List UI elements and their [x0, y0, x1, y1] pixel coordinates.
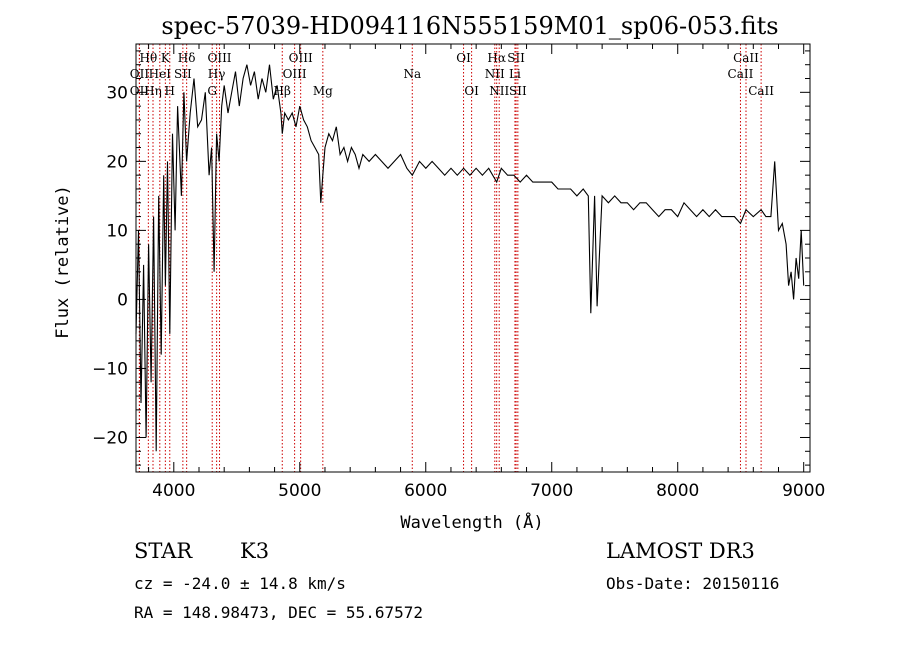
line-marker-label: NII: [489, 84, 509, 98]
line-marker-label: H: [165, 84, 175, 98]
axis-ticks: 4000 5000 6000 7000 8000 9000 −20 −10 0 10 20 30: [92, 44, 825, 501]
line-marker-label: CaII: [748, 84, 774, 98]
line-marker-label: CaII: [728, 67, 754, 81]
x-axis-label: Wavelength (Å): [400, 511, 543, 533]
coordinates: RA = 148.98473, DEC = 55.67572: [134, 603, 423, 622]
object-class: STAR: [134, 539, 193, 563]
chart-title: spec-57039-HD094116N555159M01_sp06-053.f…: [161, 12, 778, 40]
line-marker-label: Hβ: [274, 84, 291, 98]
y-tick-label: 10: [106, 221, 128, 241]
line-marker-label: Li: [509, 67, 521, 81]
x-tick-label: 8000: [656, 481, 699, 501]
line-marker-label: Hδ: [178, 51, 196, 65]
line-marker-label: SII: [174, 67, 192, 81]
line-marker-label: OI: [464, 84, 479, 98]
line-marker-label: Na: [403, 67, 421, 81]
y-tick-label: 30: [106, 83, 128, 103]
line-marker-label: OII: [130, 67, 150, 81]
plot-frame: [135, 43, 811, 473]
y-tick-label: 20: [106, 152, 128, 172]
spectrum-line: [135, 64, 805, 452]
line-marker-label: OI: [456, 51, 471, 65]
y-axis-label: Flux (relative): [53, 185, 73, 339]
line-marker-label: K: [161, 51, 171, 65]
line-marker-label: SII: [507, 51, 525, 65]
y-tick-label: −20: [92, 428, 128, 448]
line-marker-label: G: [207, 84, 217, 98]
line-marker-label: CaII: [733, 51, 759, 65]
x-tick-label: 7000: [530, 481, 573, 501]
line-marker-label: Mg: [313, 84, 333, 98]
y-tick-label: −10: [92, 359, 128, 379]
survey-name: LAMOST DR3: [606, 539, 755, 563]
line-marker-label: OIII: [207, 51, 231, 65]
line-marker-label: OIII: [283, 67, 307, 81]
line-marker-label: Hα: [487, 51, 506, 65]
redshift-velocity: cz = -24.0 ± 14.8 km/s: [134, 574, 346, 593]
line-marker-label: OII: [130, 84, 150, 98]
x-tick-label: 5000: [278, 481, 321, 501]
spectral-subclass: K3: [240, 539, 270, 563]
line-marker-label: OIII: [289, 51, 313, 65]
observation-date: Obs-Date: 20150116: [606, 574, 780, 593]
line-marker-label: HeI: [149, 67, 172, 81]
x-tick-label: 6000: [404, 481, 447, 501]
line-marker-label: Hη: [144, 84, 162, 98]
x-tick-label: 9000: [782, 481, 825, 501]
line-marker-label: SII: [509, 84, 527, 98]
line-marker-label: Hθ: [139, 51, 157, 65]
line-marker-label: NII: [485, 67, 505, 81]
x-tick-label: 4000: [152, 481, 195, 501]
y-tick-label: 0: [117, 290, 128, 310]
line-marker-label: Hγ: [208, 67, 226, 81]
